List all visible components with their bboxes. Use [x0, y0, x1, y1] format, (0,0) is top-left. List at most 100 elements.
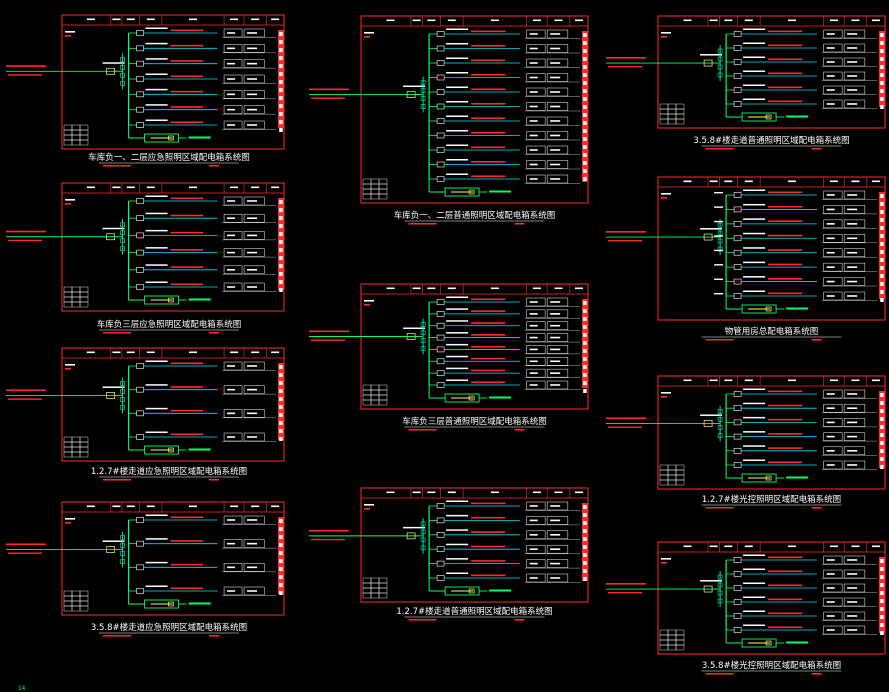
room-label-glyph [279, 80, 283, 84]
circuit-number-mark [826, 33, 835, 35]
page-marker: 14 [18, 685, 26, 692]
header-label-mark [787, 545, 796, 548]
load-mark [247, 62, 258, 65]
breaker-rating-mark [743, 596, 766, 598]
room-label-glyph [583, 169, 587, 173]
header-label-mark [574, 287, 583, 290]
parameter-table [362, 178, 388, 200]
load-mark [550, 534, 561, 536]
meter-symbol [420, 521, 426, 527]
title-sub-mark [811, 673, 822, 675]
cable-spec-mark [768, 447, 803, 449]
breaker-rating-mark [743, 98, 766, 100]
circuit-breaker-symbol [136, 266, 144, 273]
table-cell [71, 595, 81, 602]
header-label-mark [112, 18, 121, 21]
circuit-breaker-symbol [733, 599, 742, 605]
load-cell [843, 85, 866, 95]
circuit-number-mark [529, 324, 538, 327]
room-label-glyph [583, 365, 587, 369]
table-cell [63, 451, 73, 458]
load-mark [247, 286, 258, 288]
circuit-number-mark [227, 200, 236, 202]
header-label-mark [829, 180, 838, 183]
circuit-number-cell [823, 85, 843, 95]
table-cell [362, 394, 372, 401]
circuit-number-mark [826, 47, 835, 49]
box-code-mark [661, 197, 667, 199]
room-label-glyph [880, 393, 884, 397]
load-cell [546, 160, 569, 169]
room-label-glyph [880, 258, 884, 262]
title-sub-mark [514, 223, 525, 225]
circuit-number-mark [826, 393, 835, 395]
circuit-number-mark [826, 237, 835, 240]
room-label-glyph [583, 97, 587, 101]
table-cell [378, 399, 388, 406]
table-cell [378, 384, 388, 391]
header-label-mark [744, 180, 753, 183]
table-cell [659, 103, 669, 110]
room-label-glyph [583, 529, 587, 533]
breaker-rating-mark [446, 144, 469, 146]
circuit-number-cell [526, 73, 546, 82]
breaker-rating-mark [743, 276, 766, 278]
load-mark [247, 124, 258, 126]
circuit-number-cell [223, 515, 243, 525]
room-label-glyph [880, 202, 884, 206]
header-label-mark [554, 19, 563, 22]
room-label-glyph [279, 224, 283, 228]
header-label-mark [146, 186, 155, 189]
table-cell [659, 644, 669, 651]
room-label-glyph [880, 567, 884, 571]
circuit-number-mark [529, 505, 538, 507]
load-mark [550, 384, 561, 386]
room-label-glyph [880, 599, 884, 603]
breaker-rating-mark [743, 70, 766, 72]
table-cell [362, 193, 372, 200]
outgoing-circuit [429, 529, 580, 540]
circuit-number-mark [529, 372, 538, 374]
box-code-mark [65, 518, 75, 520]
cable-spec-mark [170, 433, 204, 436]
circuit-breaker-symbol [136, 517, 144, 523]
breaker-rating-mark [446, 101, 469, 103]
load-mark [847, 407, 858, 409]
breaker-rating-mark [145, 514, 168, 516]
room-label-glyph [880, 409, 884, 413]
load-cell [243, 59, 265, 68]
spare-circuit [725, 465, 809, 483]
circuit-number-cell [823, 219, 843, 229]
room-label-glyph [880, 49, 884, 53]
header-label-mark [724, 19, 733, 22]
room-label-glyph [583, 129, 587, 133]
circuit-breaker-symbol [733, 447, 742, 454]
circuit-number-mark [529, 301, 538, 303]
room-label-glyph [279, 567, 283, 571]
load-cell [843, 583, 866, 593]
header-label-mark [271, 186, 280, 189]
title-sub-mark [705, 148, 734, 150]
outgoing-circuit [714, 232, 877, 243]
breaker-rating-mark [446, 379, 469, 381]
room-label-glyph [279, 64, 283, 68]
cable-spec-mark [471, 574, 506, 577]
outgoing-circuit [429, 367, 580, 378]
parameter-table [659, 629, 685, 651]
circuit-number-mark [529, 519, 538, 522]
load-cell [546, 380, 569, 390]
room-label-glyph [279, 112, 283, 116]
room-label-glyph [583, 81, 587, 85]
circuit-number-cell [823, 248, 843, 257]
circuit-number-mark [227, 108, 236, 111]
cable-spec-mark [768, 292, 803, 295]
diagram-frame [61, 347, 285, 462]
outgoing-circuit [128, 585, 276, 596]
circuit-number-cell [526, 44, 546, 53]
outgoing-circuit [726, 416, 877, 428]
parameter-table [659, 464, 685, 486]
cable-spec-mark [471, 345, 506, 348]
outgoing-circuit [726, 624, 877, 635]
table-cell [659, 639, 669, 646]
meter-symbol [717, 64, 723, 70]
